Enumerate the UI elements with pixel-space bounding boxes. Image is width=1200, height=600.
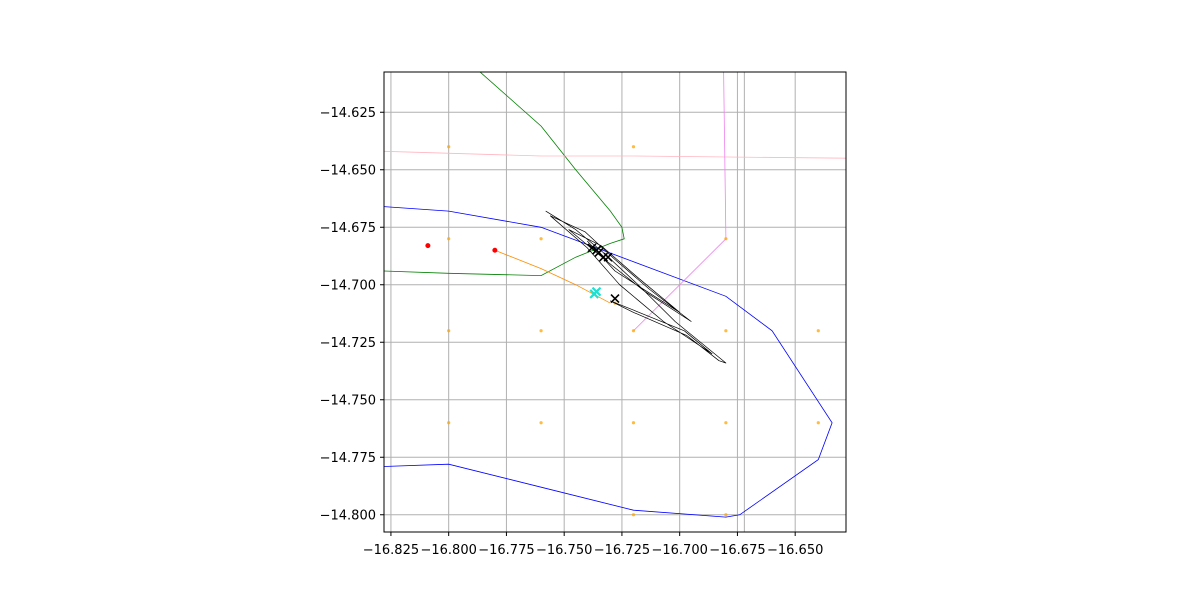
- x-tick-label: −16.825: [363, 543, 419, 558]
- series-line: [384, 206, 833, 518]
- orange-point: [724, 329, 728, 333]
- x-tick-label: −16.750: [536, 543, 592, 558]
- x-marker: [591, 245, 602, 255]
- orange-point: [447, 145, 451, 149]
- y-tick-label: −14.675: [320, 221, 376, 236]
- orange-point: [447, 421, 451, 425]
- y-tick-label: −14.800: [320, 508, 376, 523]
- orange-point: [724, 513, 728, 517]
- orange-point: [631, 145, 636, 149]
- red-point: [492, 247, 498, 253]
- y-tick-label: −14.775: [320, 451, 376, 466]
- grid-lines: [384, 72, 846, 532]
- cyan-x-marker: [591, 286, 602, 297]
- x-tick-label: −16.700: [651, 543, 707, 558]
- orange-point: [447, 329, 451, 333]
- series-line: [384, 150, 846, 159]
- orange-point: [724, 421, 728, 425]
- x-tick-label: −16.775: [478, 543, 534, 558]
- red-point: [425, 243, 431, 249]
- orange-point: [631, 329, 636, 333]
- orange-point: [816, 329, 820, 333]
- x-tick-label: −16.725: [594, 543, 650, 558]
- orange-point: [539, 421, 543, 425]
- orange-point: [816, 421, 820, 425]
- axes-frame: [383, 71, 847, 533]
- track-line: [545, 210, 727, 364]
- x-marker: [603, 252, 613, 262]
- x-tick-label: −16.675: [709, 543, 765, 558]
- x-marker: [587, 243, 597, 253]
- x-tick-label: −16.650: [767, 543, 823, 558]
- y-tick-label: −14.725: [320, 336, 376, 351]
- orange-point: [447, 237, 451, 241]
- orange-point: [631, 421, 636, 425]
- series-line: [384, 72, 625, 277]
- x-marker: [610, 293, 620, 304]
- y-tick-label: −14.650: [320, 163, 376, 178]
- y-tick-label: −14.625: [320, 106, 376, 121]
- y-tick-label: −14.750: [320, 393, 376, 408]
- data-layer: [384, 72, 846, 518]
- y-tick-label: −14.700: [320, 278, 376, 293]
- orange-point: [724, 237, 728, 241]
- orange-point: [539, 329, 543, 333]
- orange-point: [539, 237, 543, 241]
- axis-ticks: −16.825 −16.800 −16.775 −16.750 −16.725 −16.7…: [320, 106, 824, 558]
- x-tick-label: −16.800: [420, 543, 476, 558]
- orange-point: [631, 513, 636, 517]
